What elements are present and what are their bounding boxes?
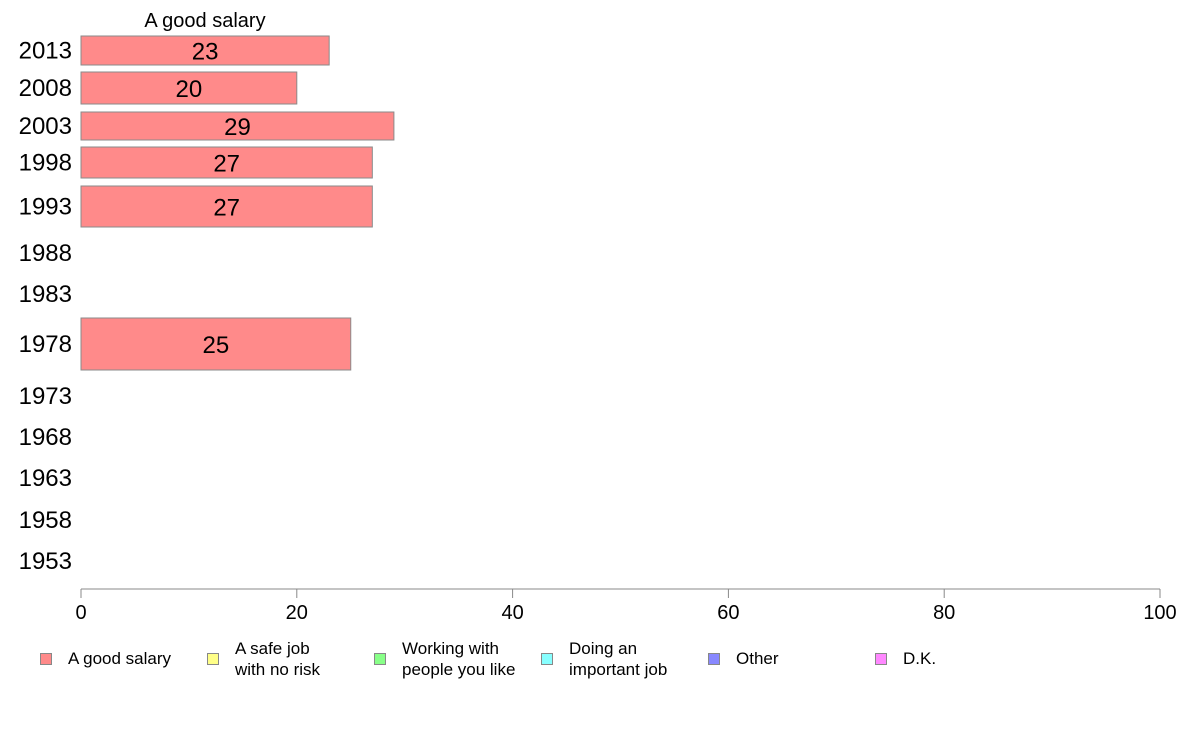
- bar: [80, 317, 352, 371]
- legend-item: Other: [708, 648, 779, 669]
- y-tick-label: 1988: [19, 240, 72, 267]
- legend-label: Doing an important job: [569, 639, 668, 679]
- legend-label: A safe job with no risk: [235, 639, 321, 679]
- data-label: 23: [192, 39, 219, 66]
- data-label: 29: [224, 114, 251, 141]
- legend-label: Working with people you like: [402, 639, 516, 679]
- data-label: 20: [176, 76, 203, 103]
- y-tick-label: 1998: [19, 150, 72, 177]
- y-tick-label: 2013: [19, 38, 72, 65]
- data-label: 25: [203, 332, 230, 359]
- bar: [80, 35, 330, 66]
- chart-title: A good salary: [144, 10, 265, 32]
- legend-label: A good salary: [68, 649, 172, 668]
- legend-swatch: [207, 653, 219, 665]
- legend-label: Other: [736, 649, 779, 668]
- y-tick-label: 1978: [19, 331, 72, 358]
- x-tick-label: 80: [933, 602, 955, 624]
- y-tick-label: 1963: [19, 465, 72, 492]
- legend-item: A safe job with no risk: [207, 638, 320, 680]
- data-label: 27: [213, 195, 240, 222]
- legend-item: Working with people you like: [374, 638, 515, 680]
- y-tick-label: 1953: [19, 548, 72, 575]
- y-tick-label: 2008: [19, 75, 72, 102]
- legend-swatch: [708, 652, 720, 665]
- legend-item: D.K.: [875, 648, 936, 669]
- legend: A good salary A safe job with no risk Work…: [0, 638, 1188, 688]
- y-tick-label: 1973: [19, 383, 72, 410]
- legend-label: D.K.: [903, 649, 937, 668]
- y-tick-label: 1968: [19, 424, 72, 451]
- y-tick-label: 1958: [19, 507, 72, 534]
- legend-swatch: [541, 653, 553, 665]
- bar: [80, 146, 373, 179]
- y-tick-label: 1983: [19, 281, 72, 308]
- x-tick-label: 40: [501, 602, 523, 624]
- bar: [80, 185, 373, 228]
- bar: [80, 111, 395, 141]
- legend-item: A good salary: [40, 648, 171, 669]
- x-tick-label: 0: [75, 602, 86, 624]
- legend-swatch: [875, 652, 887, 665]
- x-tick-label: 100: [1143, 602, 1176, 624]
- data-label: 27: [213, 151, 240, 178]
- y-tick-label: 1993: [19, 194, 72, 221]
- legend-swatch: [40, 652, 52, 665]
- x-axis: 0 20 40 60 80 100: [75, 588, 1177, 624]
- legend-item: Doing an important job: [541, 638, 667, 680]
- legend-swatch: [374, 653, 386, 665]
- x-tick-label: 20: [286, 602, 308, 624]
- x-tick-label: 60: [717, 602, 739, 624]
- bar: [80, 71, 298, 105]
- y-tick-label: 2003: [19, 113, 72, 140]
